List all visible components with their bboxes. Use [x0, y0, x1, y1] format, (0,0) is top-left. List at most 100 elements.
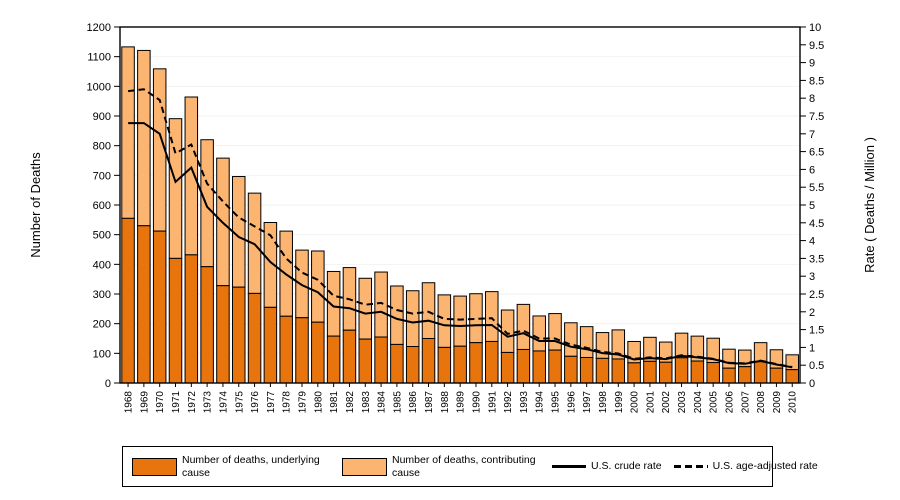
bar-1986-underlying	[405, 346, 420, 384]
x-tick-label-1997: 1997	[582, 391, 593, 414]
bar-1976-underlying	[247, 292, 262, 384]
x-tick-label-1991: 1991	[487, 391, 498, 414]
bar-1995-contributing	[548, 313, 562, 351]
bar-1973-underlying	[200, 266, 214, 384]
bar-2003-underlying	[674, 357, 689, 384]
left-tick-label-1200: 1200	[87, 22, 111, 34]
right-tick-label-5.5: 5.5	[809, 182, 824, 194]
left-tick-label-200: 200	[93, 319, 111, 331]
bar-1980-underlying	[311, 321, 325, 384]
x-tick-label-2004: 2004	[693, 391, 704, 414]
solid-line-icon	[552, 465, 586, 468]
bar-1993-contributing	[516, 303, 531, 350]
deaths-and-rates-combo-chart: 0100200300400500600700800900100011001200…	[28, 22, 877, 414]
dashed-line-icon	[673, 465, 708, 468]
bar-1988-contributing	[437, 294, 452, 348]
x-tick-label-1970: 1970	[155, 391, 166, 414]
legend-item-crude-rate: U.S. crude rate	[552, 460, 662, 472]
bar-1990-underlying	[469, 342, 483, 384]
bar-1972-underlying	[184, 254, 199, 384]
bar-2002-underlying	[658, 361, 673, 384]
bar-1982-underlying	[342, 329, 357, 384]
legend-label-crude-rate: U.S. crude rate	[591, 460, 662, 473]
legend-item-underlying: Number of deaths, underlying cause	[132, 454, 330, 479]
right-axis-title: Rate ( Deaths / Million )	[862, 137, 877, 273]
x-tick-label-1983: 1983	[361, 391, 372, 414]
bar-2000-underlying	[627, 362, 641, 384]
left-tick-label-600: 600	[93, 200, 111, 212]
x-tick-label-2000: 2000	[630, 391, 641, 414]
right-tick-label-4.5: 4.5	[809, 218, 824, 230]
x-tick-label-1994: 1994	[535, 391, 546, 414]
rate-lines	[127, 88, 793, 369]
bar-1973-contributing	[200, 139, 214, 268]
bar-2009-underlying	[769, 367, 784, 384]
bar-1978-underlying	[279, 315, 293, 384]
x-tick-label-1989: 1989	[456, 391, 467, 414]
right-tick-label-7: 7	[809, 129, 815, 141]
x-tick-label-2001: 2001	[645, 391, 656, 414]
bar-1977-underlying	[263, 306, 278, 384]
x-tick-label-1987: 1987	[424, 391, 435, 414]
axes	[114, 26, 806, 387]
x-tick-label-1984: 1984	[377, 391, 388, 414]
right-tick-label-10: 10	[809, 22, 821, 34]
x-tick-label-1972: 1972	[187, 391, 198, 414]
x-tick-label-2008: 2008	[756, 391, 767, 414]
bar-1971-underlying	[168, 257, 183, 384]
x-tick-label-1988: 1988	[440, 391, 451, 414]
bar-1996-contributing	[564, 322, 578, 357]
x-tick-label-1977: 1977	[266, 391, 277, 414]
x-tick-label-1996: 1996	[566, 391, 577, 414]
bar-1983-underlying	[358, 338, 373, 384]
bar-1998-contributing	[595, 332, 610, 359]
left-tick-label-1100: 1100	[87, 52, 111, 64]
bar-1994-underlying	[532, 350, 546, 384]
bar-1970-underlying	[152, 230, 167, 384]
bar-2010-underlying	[785, 369, 799, 384]
bar-1969-underlying	[137, 225, 151, 384]
x-tick-label-2002: 2002	[661, 391, 672, 414]
legend-item-age-adjusted-rate: U.S. age-adjusted rate	[673, 460, 818, 472]
bar-1975-underlying	[231, 286, 246, 384]
age-adjusted-rate-line	[127, 88, 793, 368]
right-tick-label-6: 6	[809, 164, 815, 176]
bar-1968-underlying	[121, 217, 135, 384]
bar-1997-underlying	[579, 356, 594, 384]
x-tick-label-1974: 1974	[218, 391, 229, 414]
right-tick-label-1.5: 1.5	[809, 325, 824, 337]
bar-1992-contributing	[500, 309, 515, 353]
x-tick-label-1998: 1998	[598, 391, 609, 414]
bar-2004-underlying	[690, 360, 705, 384]
contributing-cause-swatch	[342, 457, 387, 476]
right-tick-label-7.5: 7.5	[809, 111, 824, 123]
left-tick-label-0: 0	[105, 378, 111, 390]
bar-2007-underlying	[738, 366, 752, 384]
bar-1987-underlying	[421, 338, 436, 384]
bar-1985-underlying	[390, 343, 404, 384]
left-tick-label-800: 800	[93, 141, 111, 153]
x-tick-label-1982: 1982	[345, 391, 356, 414]
right-tick-label-2: 2	[809, 307, 815, 319]
bar-1984-underlying	[374, 336, 388, 384]
legend: Number of deaths, underlying cause Numbe…	[122, 446, 818, 487]
x-tick-label-1990: 1990	[471, 391, 482, 414]
bar-1969-contributing	[137, 49, 151, 227]
bar-1985-contributing	[390, 285, 404, 345]
left-tick-label-700: 700	[93, 170, 111, 182]
bar-1999-underlying	[611, 358, 626, 384]
right-tick-label-1: 1	[809, 342, 815, 354]
bar-1987-contributing	[421, 282, 436, 339]
left-tick-label-1000: 1000	[87, 81, 111, 93]
right-tick-label-5: 5	[809, 200, 815, 212]
left-tick-label-500: 500	[93, 230, 111, 242]
x-tick-label-1999: 1999	[614, 391, 625, 414]
right-tick-label-3.5: 3.5	[809, 253, 824, 265]
bar-1988-underlying	[437, 346, 452, 384]
legend-label-contributing: Number of deaths, contributing cause	[392, 454, 536, 479]
x-tick-label-1986: 1986	[408, 391, 419, 414]
x-tick-label-1976: 1976	[250, 391, 261, 414]
bar-1983-contributing	[358, 277, 373, 340]
bar-1989-contributing	[453, 295, 467, 347]
bar-1993-underlying	[516, 348, 531, 384]
